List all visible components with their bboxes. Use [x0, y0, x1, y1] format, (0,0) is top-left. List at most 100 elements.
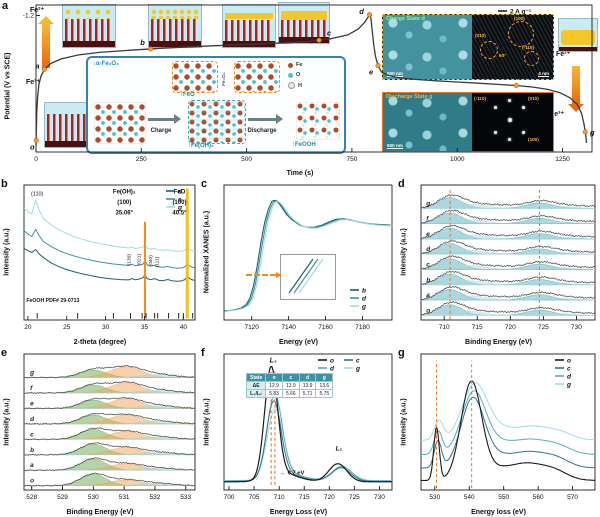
substrate	[45, 140, 95, 147]
svg-text:d: d	[426, 246, 431, 253]
fft-spot	[522, 131, 526, 134]
svg-text:1000: 1000	[450, 156, 465, 163]
svg-text:c: c	[30, 431, 34, 438]
svg-text:7180: 7180	[355, 324, 370, 331]
feo-lattice	[173, 62, 217, 92]
svg-text:d: d	[330, 365, 335, 372]
nanorod-array	[65, 19, 113, 42]
svg-text:e: e	[426, 231, 430, 238]
svg-text:e: e	[178, 196, 182, 203]
svg-text:725: 725	[349, 494, 360, 501]
svg-text:35.06°: 35.06°	[116, 211, 134, 217]
svg-text:25: 25	[63, 324, 71, 331]
panel-b: 20 25 30 35 40 (110) Fe(OH)₂ (100) 35.06° FeO (100…	[0, 178, 200, 347]
svg-text:500: 500	[241, 156, 252, 163]
nanorod-array	[47, 114, 93, 141]
legend-h-label: H	[298, 82, 302, 89]
svg-text:(100): (100)	[117, 200, 131, 206]
panel-label-c: c	[201, 178, 208, 190]
svg-text:e: e	[369, 67, 373, 76]
svg-text:529: 529	[57, 494, 68, 501]
panel-label-f: f	[201, 347, 205, 359]
svg-text:g: g	[361, 303, 366, 310]
svg-text:d: d	[567, 373, 572, 380]
zoom-arrow-icon	[246, 272, 282, 278]
svg-text:g: g	[355, 365, 360, 372]
panel-a-ylabel: Potential (V vs SCE)	[4, 52, 12, 120]
svg-text:730: 730	[374, 494, 385, 501]
atom-legend: Fe O H	[288, 62, 302, 93]
h-atom-icon	[288, 82, 295, 89]
discharge-oxidation-arrow-icon	[567, 66, 584, 112]
svg-text:e: e	[30, 400, 34, 407]
svg-text:a: a	[35, 61, 39, 70]
svg-text:b: b	[30, 447, 34, 454]
svg-text:730: 730	[571, 324, 582, 331]
legend-row-fe: Fe	[288, 62, 302, 68]
feooh-label: ↑FeOOH	[292, 142, 316, 148]
feooh-cluster-structure	[296, 102, 340, 140]
substrate	[63, 41, 115, 47]
hrtem-label-100: (100)	[514, 16, 525, 21]
svg-text:-1.2: -1.2	[23, 12, 35, 19]
yellow-layer	[560, 29, 596, 45]
xrd-chart: 20 25 30 35 40 (110) Fe(OH)₂ (100) 35.06° FeO (100…	[23, 184, 196, 331]
svg-text:g: g	[29, 369, 34, 376]
svg-text:L₂: L₂	[336, 445, 343, 452]
svg-text:715: 715	[472, 324, 483, 331]
sem-image-discharge: 500 nm	[383, 93, 473, 151]
charge-reduction-arrow-icon	[37, 16, 54, 68]
svg-text:g: g	[566, 381, 571, 388]
fft-spot	[494, 131, 498, 134]
electrode-state-inset-1	[62, 4, 116, 48]
charge-state-title: Charge State d	[386, 16, 425, 22]
charge-state-sem-inset: Charge State d 500 nm (100) (010) (-110)…	[382, 14, 554, 80]
panel-d: o a b c d e f g 710 715 720 725 730 d Intensity (a.u…	[397, 178, 600, 347]
feoh2-label: ↑Fe(OH)₂	[188, 143, 214, 149]
feo-label: ↑FeO	[180, 92, 195, 98]
zoomed-edge-lines	[288, 258, 324, 294]
o1s-xps-chart: o a b c d e f g 528 529 530 531 532 533	[23, 353, 196, 501]
panel-e-xlabel: Binding Energy (eV)	[66, 509, 134, 516]
svg-text:533: 533	[180, 494, 191, 501]
fft-spot	[494, 106, 498, 109]
svg-text:(021): (021)	[137, 254, 143, 266]
sem-image-charge: 500 nm	[383, 15, 473, 79]
discharge-state-title: Discharge State g	[386, 94, 433, 100]
yellow-layer	[281, 11, 327, 20]
nanorod-array	[281, 19, 327, 38]
eels-table: State o c d g ΔE 12.9 13.9 13.9 13.6 L₃/L₂ 5.83 5.66…	[245, 373, 334, 398]
svg-text:720: 720	[505, 324, 516, 331]
svg-text:a: a	[30, 462, 34, 469]
svg-text:705: 705	[249, 494, 260, 501]
panel-f: 700 705 710 715 720 725 730 L₃ L₂ ← 0.7 eV o c d g St…	[200, 347, 397, 517]
fft-image-discharge: (-110) (010) (100)	[472, 93, 553, 151]
svg-text:FeO: FeO	[174, 189, 186, 195]
svg-text:7120: 7120	[244, 324, 259, 331]
electrode-state-inset-final	[558, 18, 598, 52]
svg-text:c: c	[426, 261, 430, 268]
panel-b-ylabel: Intensity (a.u.)	[3, 228, 11, 276]
svg-text:b: b	[140, 38, 145, 47]
fft-label-m110: (-110)	[474, 96, 487, 101]
svg-text:35: 35	[141, 324, 149, 331]
svg-text:530: 530	[88, 494, 99, 501]
yellow-particles	[151, 9, 199, 20]
lattice-circle-010	[480, 41, 499, 59]
svg-text:d: d	[359, 7, 364, 16]
svg-text:f: f	[30, 385, 33, 392]
svg-text:f: f	[426, 216, 429, 223]
svg-text:(100): (100)	[172, 200, 186, 206]
svg-text:710: 710	[274, 494, 285, 501]
panel-label-d: d	[398, 178, 405, 190]
fe2-label-right: Fe²⁺	[556, 51, 571, 58]
svg-text:560: 560	[533, 494, 544, 501]
legend-fe-label: Fe	[296, 62, 303, 68]
yellow-particles	[65, 9, 113, 20]
substrate	[149, 41, 201, 47]
svg-text:d: d	[30, 416, 35, 423]
svg-text:710: 710	[439, 324, 450, 331]
svg-text:b: b	[362, 287, 366, 294]
